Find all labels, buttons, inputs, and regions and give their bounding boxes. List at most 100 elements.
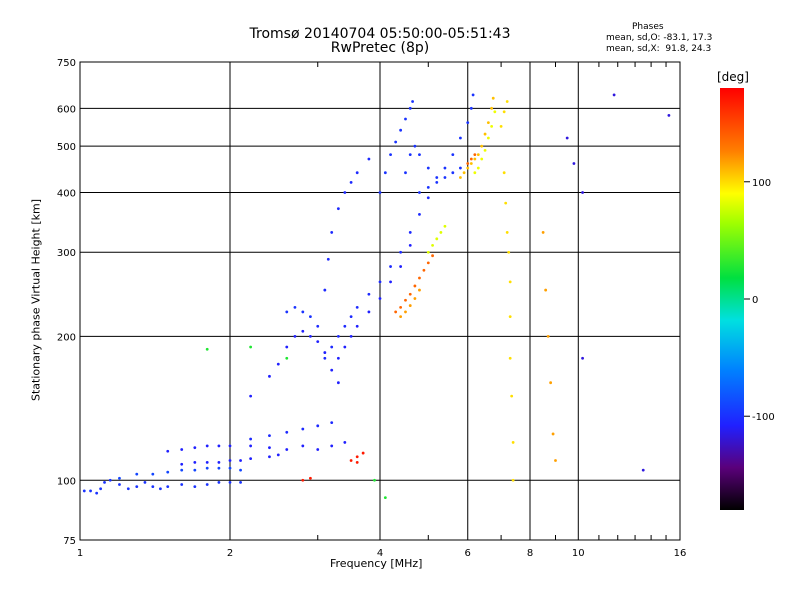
- data-point: [418, 288, 421, 292]
- data-point: [205, 347, 209, 351]
- data-point: [205, 466, 209, 470]
- data-point: [507, 250, 511, 254]
- data-point: [408, 292, 412, 296]
- data-point: [180, 483, 184, 486]
- data-point: [249, 394, 253, 398]
- data-point: [309, 476, 312, 480]
- data-point: [508, 315, 512, 319]
- data-point: [490, 106, 494, 110]
- data-point: [502, 110, 506, 114]
- data-point: [336, 334, 340, 338]
- x-tick-label: 2: [227, 548, 233, 559]
- data-point: [180, 448, 184, 451]
- data-point: [541, 231, 545, 234]
- data-point: [581, 356, 584, 360]
- data-point: [268, 374, 271, 378]
- x-axis-label: Frequency [MHz]: [330, 557, 423, 570]
- data-point: [383, 496, 387, 499]
- data-point: [316, 424, 320, 428]
- x-tick-label: 8: [527, 548, 533, 559]
- points-layer: [82, 93, 671, 499]
- data-point: [205, 460, 209, 464]
- data-point: [108, 478, 112, 482]
- data-point: [469, 162, 473, 165]
- data-point: [502, 171, 506, 175]
- data-point: [228, 480, 232, 484]
- data-point: [293, 305, 297, 309]
- data-point: [239, 459, 242, 462]
- colorbar-tick-label: 0: [752, 295, 758, 306]
- data-point: [551, 432, 555, 436]
- data-point: [443, 176, 447, 179]
- data-point: [180, 462, 184, 466]
- data-point: [330, 368, 334, 372]
- data-point: [193, 485, 197, 489]
- data-point: [565, 136, 569, 140]
- data-point: [349, 459, 353, 462]
- data-point: [411, 100, 414, 103]
- data-point: [228, 459, 232, 462]
- data-point: [151, 485, 155, 489]
- data-point: [418, 212, 421, 216]
- data-point: [343, 441, 347, 444]
- x-tick-label: 4: [377, 548, 383, 559]
- data-point: [408, 153, 412, 157]
- data-point: [268, 446, 271, 450]
- data-point: [166, 485, 170, 489]
- data-point: [166, 449, 170, 453]
- data-point: [378, 297, 382, 300]
- data-point: [268, 434, 271, 438]
- data-point: [508, 280, 512, 284]
- data-point: [268, 455, 271, 459]
- data-point: [483, 148, 487, 152]
- data-point: [389, 265, 392, 268]
- data-point: [399, 250, 403, 254]
- data-point: [499, 124, 503, 128]
- data-point: [394, 310, 398, 314]
- data-point: [439, 231, 443, 234]
- data-point: [483, 132, 487, 136]
- data-point: [239, 468, 242, 472]
- data-point: [143, 480, 147, 484]
- data-point: [336, 356, 340, 360]
- data-point: [641, 468, 645, 472]
- data-point: [285, 430, 289, 434]
- data-point: [159, 487, 162, 491]
- data-point: [404, 298, 407, 302]
- data-point: [126, 487, 130, 491]
- data-point: [228, 466, 232, 470]
- data-point: [323, 351, 327, 354]
- data-point: [336, 207, 340, 211]
- data-point: [469, 157, 473, 161]
- data-point: [151, 472, 155, 476]
- data-point: [323, 356, 327, 360]
- data-point: [451, 171, 455, 175]
- data-point: [249, 457, 253, 461]
- x-tick-label: 1: [77, 548, 83, 559]
- data-point: [217, 480, 221, 484]
- data-point: [480, 157, 484, 161]
- data-point: [217, 444, 221, 448]
- data-point: [330, 421, 334, 425]
- data-point: [82, 489, 86, 493]
- data-point: [505, 100, 509, 103]
- data-point: [355, 171, 359, 175]
- data-point: [471, 93, 475, 97]
- data-point: [118, 483, 121, 486]
- data-point: [399, 315, 403, 319]
- data-point: [316, 324, 320, 328]
- stats-x-mode: mean, sd,X: 91.8, 24.3: [606, 44, 712, 54]
- data-point: [554, 459, 557, 462]
- data-point: [486, 121, 490, 125]
- data-point: [443, 166, 447, 170]
- data-point: [367, 292, 371, 296]
- data-point: [367, 310, 371, 314]
- data-point: [404, 171, 407, 175]
- data-point: [118, 476, 121, 480]
- data-point: [426, 185, 430, 189]
- stats-title: Phases: [632, 22, 664, 32]
- data-point: [301, 310, 305, 314]
- data-point: [193, 468, 197, 472]
- data-point: [135, 485, 139, 489]
- data-point: [343, 324, 347, 328]
